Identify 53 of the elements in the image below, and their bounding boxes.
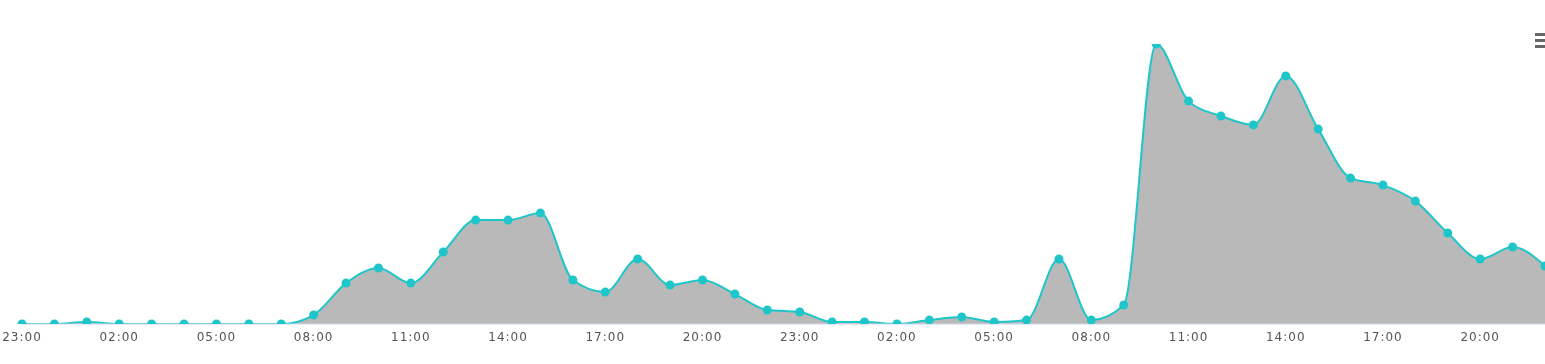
point [1410, 196, 1420, 206]
point [730, 289, 740, 299]
x-tick-label: 17:00 [1363, 329, 1403, 344]
point [762, 305, 772, 315]
x-tick-label: 11:00 [391, 329, 431, 344]
point [568, 275, 578, 285]
point [406, 278, 416, 288]
point [1378, 180, 1388, 190]
point [989, 317, 999, 324]
point [1475, 254, 1485, 264]
point [1346, 173, 1356, 183]
x-tick-label: 08:00 [1071, 329, 1112, 344]
point [1248, 120, 1258, 130]
point [633, 254, 643, 264]
x-tick-label: 14:00 [1265, 329, 1306, 344]
point [1281, 71, 1291, 81]
point [860, 317, 870, 324]
point [503, 215, 513, 225]
point [1119, 300, 1129, 310]
point [697, 275, 707, 285]
x-tick-label: 08:00 [293, 329, 334, 344]
point [438, 247, 448, 257]
point [471, 215, 481, 225]
point [957, 312, 967, 322]
x-tick-label: 23:00 [779, 329, 820, 344]
x-tick-label: 05:00 [196, 329, 237, 344]
x-tick-label: 20:00 [682, 329, 723, 344]
x-tick-label: 23:00 [2, 329, 42, 344]
point [924, 315, 934, 324]
point [1313, 124, 1323, 134]
point [1022, 315, 1032, 324]
point [1184, 96, 1194, 106]
x-tick-label: 17:00 [585, 329, 626, 344]
point [341, 278, 351, 288]
point [795, 307, 805, 317]
point [665, 280, 675, 290]
x-tick-label: 02:00 [877, 329, 917, 344]
point [535, 208, 545, 218]
point [373, 263, 383, 273]
x-tick-label: 05:00 [974, 329, 1014, 344]
point [600, 287, 610, 297]
point [827, 317, 837, 324]
point [1443, 228, 1453, 238]
x-tick-label: 02:00 [99, 329, 140, 344]
point [82, 317, 92, 324]
point [1508, 242, 1518, 252]
x-tick-label: 11:00 [1168, 329, 1209, 344]
point [1054, 254, 1064, 264]
x-tick-label: 14:00 [488, 329, 528, 344]
point [309, 310, 319, 320]
point [1086, 315, 1096, 324]
x-tick-label: 20:00 [1460, 329, 1500, 344]
point [1216, 111, 1226, 121]
